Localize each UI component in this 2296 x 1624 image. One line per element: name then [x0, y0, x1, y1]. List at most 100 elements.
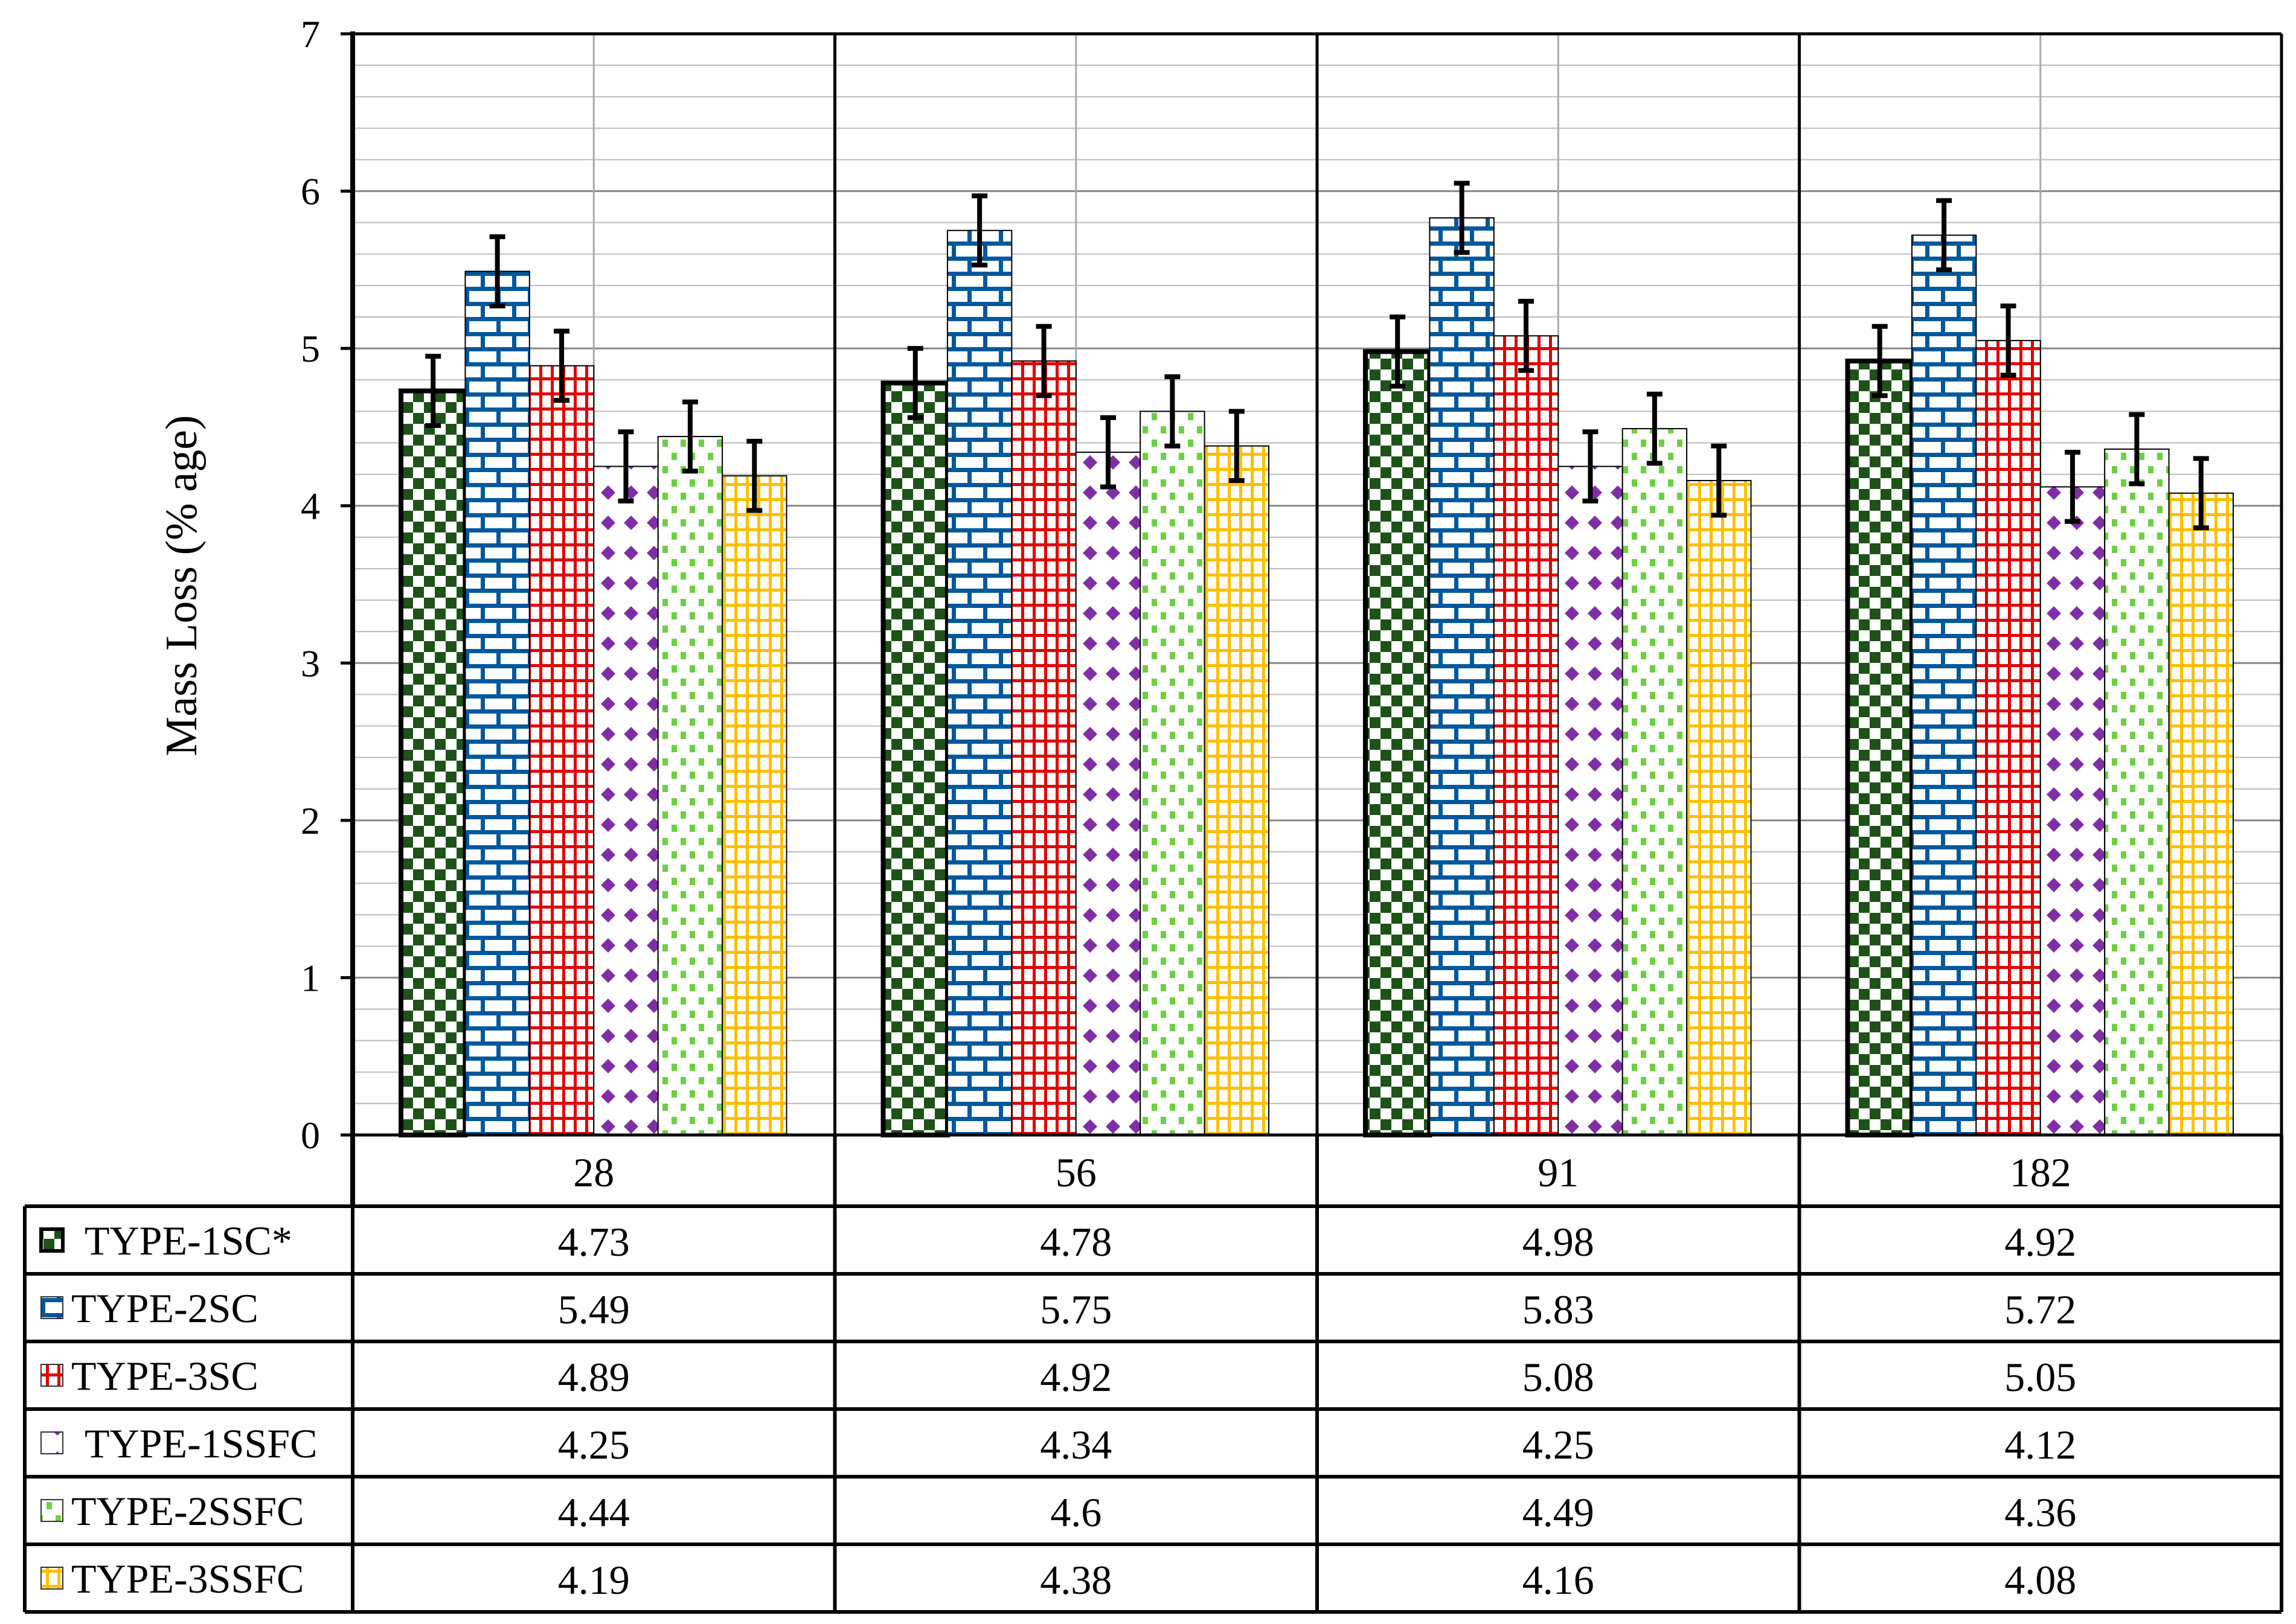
table-cell-value: 4.16 — [1522, 1557, 1594, 1603]
error-bar — [907, 346, 923, 420]
table-cell-value: 4.78 — [1040, 1219, 1112, 1265]
error-bar — [1100, 415, 1116, 490]
legend-key — [40, 1296, 63, 1319]
bar — [1845, 358, 1914, 1138]
bar — [2039, 486, 2106, 1136]
category-label: 56 — [1056, 1149, 1097, 1195]
legend-key — [39, 1227, 65, 1253]
error-bar — [682, 399, 698, 474]
y-tick-label: 1 — [301, 956, 320, 999]
table-cell-value: 4.89 — [558, 1354, 630, 1400]
error-bar — [2064, 450, 2080, 524]
table-cell-value: 4.08 — [2004, 1557, 2076, 1603]
category-label: 91 — [1538, 1149, 1579, 1195]
table-cell-value: 4.6 — [1050, 1489, 1102, 1535]
bar — [464, 270, 530, 1136]
series-name: TYPE-1SSFC — [85, 1421, 317, 1466]
bar — [1011, 360, 1077, 1136]
bar — [1204, 445, 1270, 1136]
table-cell-value: 4.49 — [1522, 1489, 1594, 1535]
y-tick-label: 5 — [301, 327, 320, 370]
error-bar — [1390, 315, 1406, 389]
error-bar — [1454, 181, 1470, 255]
bar — [2104, 448, 2170, 1136]
error-bar — [1036, 324, 1052, 398]
table-cell-value: 5.05 — [2004, 1354, 2076, 1400]
y-tick-label: 3 — [301, 642, 320, 685]
table-cell-value: 4.12 — [2004, 1422, 2076, 1468]
bars — [399, 181, 2234, 1138]
table-cell-value: 5.75 — [1040, 1287, 1112, 1332]
error-bar — [746, 438, 763, 513]
bar — [1493, 335, 1559, 1136]
bar — [1363, 349, 1432, 1138]
y-axis-label: Mass Loss (% age) — [157, 415, 207, 756]
series-name: TYPE-3SSFC — [71, 1556, 304, 1602]
legend-key — [40, 1567, 63, 1590]
legend-key — [40, 1431, 63, 1454]
bar — [946, 229, 1013, 1136]
bar — [399, 388, 468, 1137]
y-tick-label: 2 — [301, 799, 320, 842]
error-bar — [489, 234, 505, 308]
y-tick-label: 0 — [301, 1114, 320, 1157]
error-bar — [618, 429, 634, 504]
table-cell-value: 4.25 — [1522, 1422, 1594, 1468]
error-bar — [972, 193, 988, 268]
series-name: TYPE-2SSFC — [71, 1488, 304, 1534]
bar — [657, 436, 723, 1136]
table-cell-value: 4.92 — [1040, 1354, 1112, 1400]
bar — [1975, 340, 2041, 1136]
error-bar — [1228, 409, 1245, 484]
table-cell-value: 4.25 — [558, 1422, 630, 1468]
category-label: 28 — [573, 1149, 614, 1195]
series-name: TYPE-1SC* — [85, 1218, 292, 1264]
bar — [1621, 428, 1688, 1136]
error-bar — [1711, 443, 1727, 518]
table-cell-value: 4.34 — [1040, 1422, 1112, 1468]
error-bar — [1936, 198, 1952, 272]
error-bar — [2129, 412, 2145, 487]
error-bar — [2193, 456, 2209, 531]
y-tick-label: 4 — [301, 485, 320, 528]
error-bar — [2000, 303, 2016, 378]
table-cell-value: 5.08 — [1522, 1354, 1594, 1400]
legend-key — [40, 1499, 63, 1522]
table-cell-value: 4.73 — [558, 1219, 630, 1265]
y-tick-label: 6 — [301, 170, 320, 213]
bar — [593, 465, 659, 1136]
legend-key — [40, 1364, 63, 1387]
error-bar — [1164, 374, 1181, 449]
error-bar — [1582, 429, 1599, 504]
y-tick-label: 7 — [301, 13, 320, 56]
bar — [1686, 480, 1752, 1136]
bar — [722, 475, 787, 1136]
table-cell-value: 4.36 — [2004, 1489, 2076, 1535]
series-name: TYPE-2SC — [71, 1285, 258, 1331]
bar — [1911, 234, 1977, 1136]
table-cell-value: 4.44 — [558, 1489, 630, 1535]
table-cell-value: 4.92 — [2004, 1219, 2076, 1265]
table-cell-value: 4.98 — [1522, 1219, 1594, 1265]
table-cell-value: 5.49 — [558, 1287, 630, 1332]
bar — [2168, 492, 2234, 1136]
bar — [1557, 465, 1623, 1136]
error-bar — [1646, 391, 1663, 466]
error-bar — [1518, 298, 1534, 373]
bar — [1075, 452, 1141, 1136]
bar — [1140, 411, 1205, 1136]
bar — [1429, 217, 1495, 1136]
bar — [880, 380, 950, 1137]
table-cell-value: 4.19 — [558, 1557, 630, 1603]
table-cell-value: 5.72 — [2004, 1287, 2076, 1332]
error-bar — [554, 328, 570, 403]
bar — [528, 365, 595, 1136]
error-bar — [1871, 324, 1888, 398]
category-label: 182 — [2010, 1149, 2071, 1195]
error-bar — [425, 354, 441, 428]
series-name: TYPE-3SC — [71, 1353, 258, 1399]
table-cell-value: 4.38 — [1040, 1557, 1112, 1603]
data-table: 28 56 91 182 TYPE-1SC* 4.73 4.78 4.98 4.92 TYPE-2… — [23, 1135, 2283, 1614]
